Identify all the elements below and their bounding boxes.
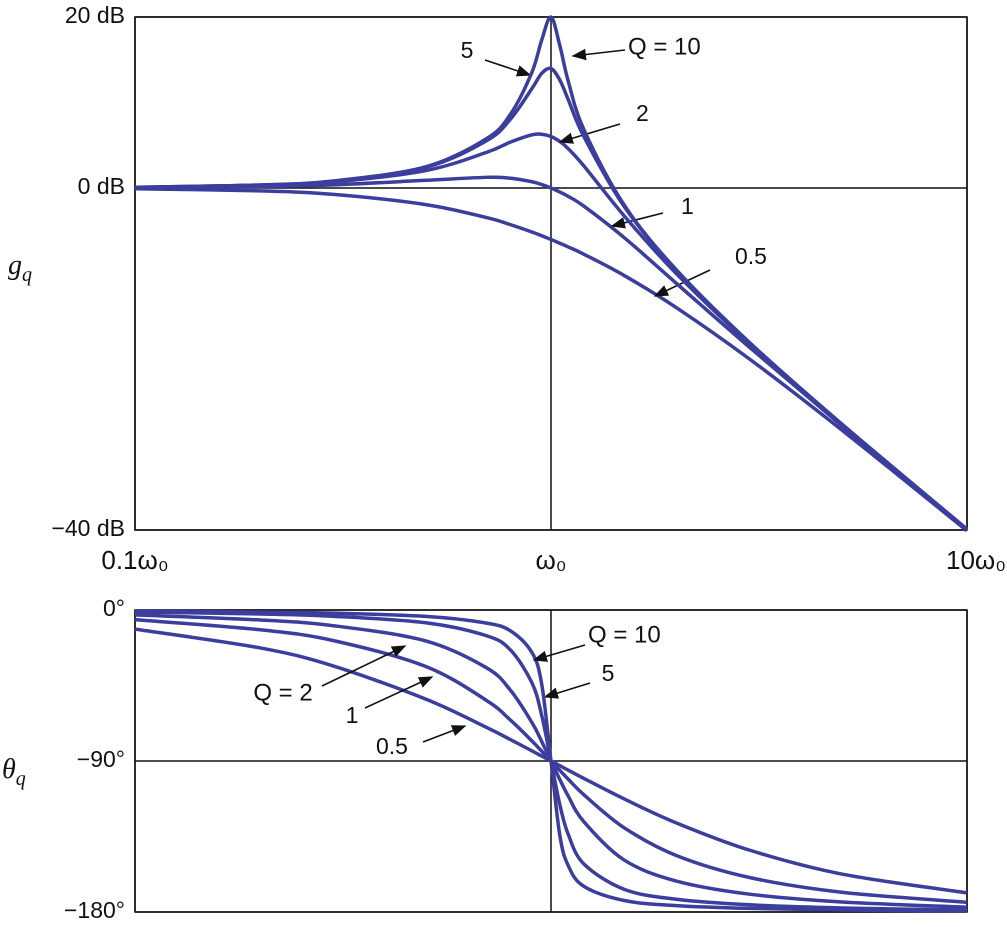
y-tick-label: 20 dB [65, 2, 125, 28]
x-tick-label: 0.1ω₀ [101, 545, 168, 575]
y-tick-label: 0° [103, 595, 125, 621]
y-axis-label: θq [2, 754, 26, 789]
series-label: 0.5 [376, 733, 408, 759]
annotation-arrow [532, 644, 586, 662]
y-axis-label: gq [8, 250, 32, 285]
y-axis-symbol: θ [2, 754, 16, 785]
series-line [134, 15, 969, 531]
y-tick-label: 0 dB [78, 173, 125, 199]
x-tick-label: 10ω₀ [946, 545, 1006, 575]
annotation-arrow [653, 269, 711, 297]
series-label: 2 [636, 100, 649, 126]
series-line [134, 187, 969, 533]
series-label: 0.5 [735, 243, 767, 269]
series-label: 5 [602, 660, 615, 686]
series-label: 1 [681, 193, 694, 219]
panel: 20 dB 0 dB −40 dB 0.1ω₀ ω₀ 10ω₀ gq 0.5 1 2 5 Q = 10 [8, 2, 1006, 575]
annotation-arrow [610, 212, 664, 229]
y-tick-label: −180° [64, 897, 125, 923]
y-tick-label: −40 dB [51, 515, 125, 541]
y-tick-label: −90° [77, 746, 125, 772]
series-line [134, 609, 968, 913]
x-tick-label: ω₀ [535, 545, 566, 575]
panel: 0° −90° −180° θq 0.5 1 Q = 2 5 Q = 10 [2, 595, 968, 923]
annotation-arrow [571, 48, 626, 61]
series-label: Q = 10 [588, 621, 661, 648]
annotation-arrow [364, 676, 434, 709]
annotation-arrow [422, 725, 467, 743]
series-label: 5 [461, 37, 474, 63]
series-label: Q = 2 [253, 679, 312, 706]
y-axis-subscript: q [16, 768, 26, 790]
annotation-arrow [558, 123, 621, 144]
series-label: 1 [346, 702, 359, 728]
annotation-arrow [321, 645, 407, 687]
series-label: Q = 10 [628, 33, 701, 60]
y-axis-symbol: g [8, 250, 22, 281]
annotation-arrow [543, 682, 591, 699]
annotation-arrow [484, 59, 532, 77]
series-line [134, 175, 969, 532]
y-axis-subscript: q [22, 264, 32, 286]
